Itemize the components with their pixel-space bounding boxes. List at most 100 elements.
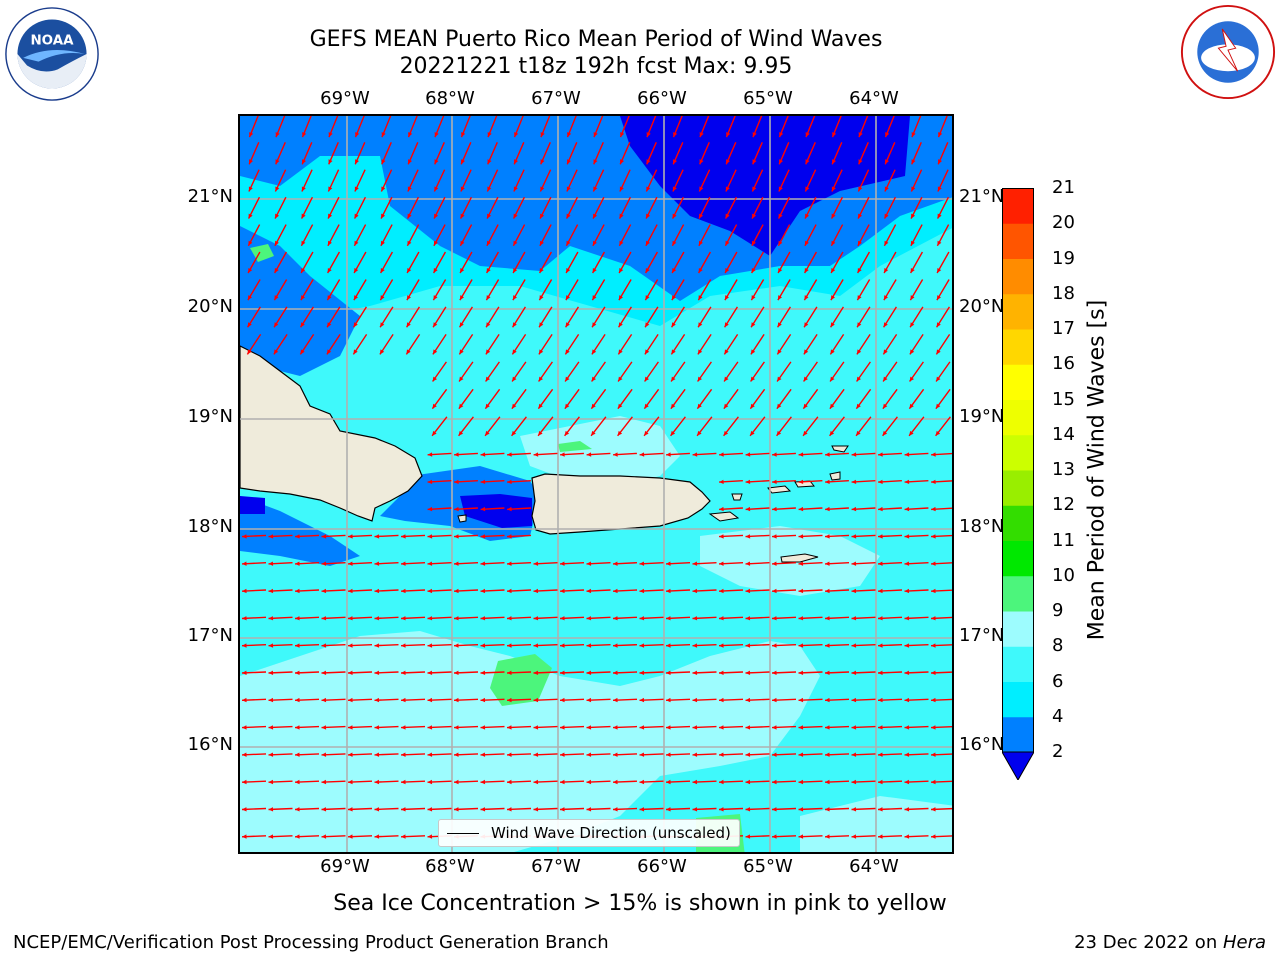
wind-wave-arrowhead xyxy=(851,725,857,730)
wind-wave-arrowhead xyxy=(772,452,777,457)
colorbar-tick-label: 16 xyxy=(1052,353,1075,375)
wind-wave-arrowhead xyxy=(560,752,565,757)
wind-wave-arrowhead xyxy=(878,534,883,539)
wind-wave-arrowhead xyxy=(878,561,883,566)
wind-wave-arrowhead xyxy=(777,322,782,328)
wind-wave-arrowhead xyxy=(644,430,649,436)
wind-wave-arrowhead xyxy=(427,588,433,594)
wind-wave-arrowhead xyxy=(857,295,862,301)
wind-wave-arrowhead xyxy=(666,779,671,785)
wind-wave-arrowhead xyxy=(374,807,380,812)
wind-wave-arrowhead xyxy=(242,725,247,730)
wind-wave-arrowhead xyxy=(778,268,783,273)
wind-wave-arrowhead xyxy=(692,616,698,621)
wind-wave-arrowhead xyxy=(533,616,539,621)
wind-wave-arrowhead xyxy=(778,240,783,246)
wind-wave-arrowhead xyxy=(719,725,724,730)
wind-wave-arrowhead xyxy=(533,561,539,566)
lat-label-right: 18°N xyxy=(959,516,1005,537)
wind-wave-arrowhead xyxy=(798,452,804,457)
wind-wave-arrowhead xyxy=(480,534,486,539)
wind-wave-arrowhead xyxy=(825,725,830,730)
wind-wave-arrowhead xyxy=(507,752,512,757)
wind-wave-arrowhead xyxy=(644,376,649,382)
wind-wave-arrowhead xyxy=(883,322,888,328)
wind-wave-arrowhead xyxy=(885,159,889,165)
wind-wave-arrowhead xyxy=(639,697,645,703)
wind-wave-arrowhead xyxy=(486,240,491,246)
colorbar-band xyxy=(1002,540,1034,577)
wind-wave-arrowhead xyxy=(354,186,359,192)
wind-wave-arrowhead xyxy=(639,779,645,785)
wind-wave-arrowhead xyxy=(904,697,910,703)
colorbar-frame xyxy=(1002,188,1034,753)
colorbar-tick-label: 11 xyxy=(1052,529,1075,551)
wind-wave-arrowhead xyxy=(480,479,486,484)
wind-wave-arrowhead xyxy=(772,779,777,785)
wind-wave-arrowhead xyxy=(566,213,571,219)
wind-wave-arrowhead xyxy=(825,452,830,457)
wind-wave-arrowhead xyxy=(931,616,936,621)
wind-wave-arrowhead xyxy=(539,240,544,246)
colorbar-band xyxy=(1002,646,1034,682)
wind-wave-arrowhead xyxy=(825,616,830,621)
wind-wave-arrowhead xyxy=(295,534,300,539)
wind-wave-arrowhead xyxy=(401,588,406,594)
wind-wave-arrowhead xyxy=(692,725,698,730)
wind-wave-arrowhead xyxy=(348,670,353,675)
wind-wave-arrowhead xyxy=(434,159,439,165)
wind-wave-arrowhead xyxy=(725,240,730,246)
wind-wave-arrowhead xyxy=(248,213,253,219)
wind-wave-arrowhead xyxy=(460,240,465,246)
wind-wave-arrowhead xyxy=(295,588,300,594)
wind-wave-arrowhead xyxy=(745,752,751,757)
wind-wave-arrowhead xyxy=(931,534,936,539)
wind-wave-arrowhead xyxy=(883,295,888,301)
wind-wave-arrowhead xyxy=(856,403,861,409)
wind-wave-arrowhead xyxy=(507,588,512,594)
wind-wave-arrowhead xyxy=(857,322,862,328)
wind-wave-arrowhead xyxy=(565,322,570,328)
wind-wave-arrowhead xyxy=(936,295,941,301)
wind-wave-arrowhead xyxy=(719,697,724,703)
wind-wave-arrowhead xyxy=(533,588,539,594)
wind-wave-arrowhead xyxy=(381,132,386,138)
wind-wave-arrowhead xyxy=(692,697,698,703)
wind-wave-arrowhead xyxy=(586,561,592,566)
wind-wave-arrowhead xyxy=(380,268,385,273)
wind-wave-arrowhead xyxy=(851,588,857,594)
wind-wave-arrowhead xyxy=(268,752,274,757)
wind-wave-arrowhead xyxy=(751,322,756,328)
wind-wave-arrowhead xyxy=(751,268,756,273)
wind-wave-arrowhead xyxy=(772,479,777,484)
wind-wave-arrowhead xyxy=(772,670,777,675)
colorbar-tick-label: 14 xyxy=(1052,423,1075,445)
wind-wave-arrowhead xyxy=(745,561,751,566)
wind-wave-arrowhead xyxy=(458,430,464,436)
wind-wave-arrowhead xyxy=(560,725,565,730)
wind-wave-arrowhead xyxy=(726,132,731,138)
wind-wave-arrowhead xyxy=(692,643,698,648)
lon-label-bottom: 64°W xyxy=(849,856,899,877)
wind-wave-arrowhead xyxy=(454,725,459,730)
wind-wave-arrowhead xyxy=(407,213,412,219)
wind-wave-arrowhead xyxy=(487,132,492,138)
wind-wave-arrowhead xyxy=(406,295,411,301)
wind-wave-arrowhead xyxy=(831,186,836,192)
wind-wave-arrowhead xyxy=(856,349,862,355)
wind-wave-arrowhead xyxy=(348,561,353,566)
wind-wave-arrowhead xyxy=(454,561,459,566)
wind-wave-arrowhead xyxy=(931,588,936,594)
wind-wave-arrowhead xyxy=(248,268,253,273)
wind-wave-arrowhead xyxy=(427,779,433,785)
wind-wave-arrowhead xyxy=(454,534,459,539)
map-panel[interactable] xyxy=(238,114,954,854)
wind-wave-arrowhead xyxy=(910,268,915,273)
wind-wave-arrowhead xyxy=(937,240,942,246)
wind-wave-arrowhead xyxy=(725,213,730,219)
wind-wave-arrowhead xyxy=(374,697,380,703)
wind-wave-arrowhead xyxy=(538,403,543,409)
wind-wave-arrowhead xyxy=(904,834,910,839)
wind-wave-arrowhead xyxy=(745,697,751,703)
wind-wave-arrowhead xyxy=(698,322,703,328)
